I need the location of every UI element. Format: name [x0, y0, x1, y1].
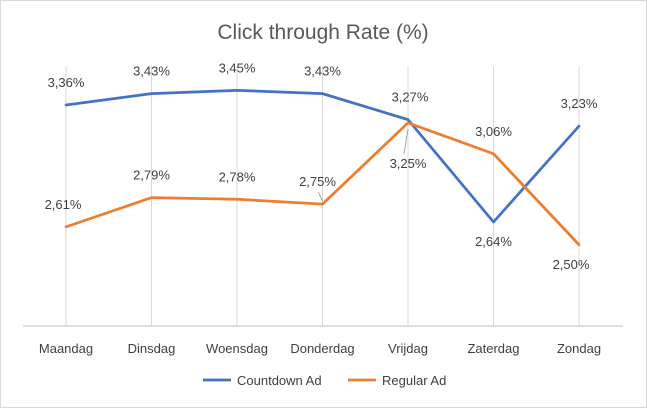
data-label-regular-ad: 3,25% — [390, 156, 427, 171]
x-tick-label: Woensdag — [206, 341, 268, 356]
x-tick-label: Zondag — [557, 341, 601, 356]
x-axis-tick-labels: Maandag Dinsdag Woensdag Donderdag Vrijdag Za… — [39, 341, 601, 356]
data-label-countdown-ad: 3,43% — [133, 64, 170, 79]
label-leader-line — [318, 191, 323, 202]
data-label-countdown-ad: 3,45% — [219, 60, 256, 75]
legend-label-countdown-ad: Countdown Ad — [237, 373, 322, 388]
data-label-countdown-ad: 3,36% — [48, 75, 85, 90]
data-label-regular-ad: 2,78% — [219, 169, 256, 184]
data-label-countdown-ad: 3,27% — [392, 90, 429, 105]
data-label-regular-ad: 2,61% — [45, 197, 82, 212]
data-label-countdown-ad: 2,64% — [475, 234, 512, 249]
legend-label-regular-ad: Regular Ad — [382, 373, 446, 388]
x-tick-label: Zaterdag — [467, 341, 519, 356]
x-tick-label: Donderdag — [290, 341, 354, 356]
data-label-regular-ad: 3,06% — [475, 124, 512, 139]
data-label-regular-ad: 2,79% — [133, 168, 170, 183]
legend: Countdown Ad Regular Ad — [203, 373, 446, 388]
series-layer — [64, 89, 581, 247]
x-tick-label: Dinsdag — [128, 341, 176, 356]
chart-title: Click through Rate (%) — [217, 21, 428, 44]
leader-lines — [318, 128, 409, 202]
data-labels: 3,36% 3,43% 3,45% 3,43% 3,27% 2,64% 3,23% 2,61%… — [45, 60, 598, 271]
label-leader-line — [403, 128, 409, 154]
grid-layer — [65, 66, 580, 326]
data-label-countdown-ad: 3,43% — [304, 64, 341, 79]
data-label-regular-ad: 2,75% — [299, 174, 336, 189]
x-tick-label: Maandag — [39, 341, 93, 356]
x-tick-label: Vrijdag — [388, 341, 428, 356]
data-label-regular-ad: 2,50% — [553, 257, 590, 272]
data-label-countdown-ad: 3,23% — [561, 96, 598, 111]
